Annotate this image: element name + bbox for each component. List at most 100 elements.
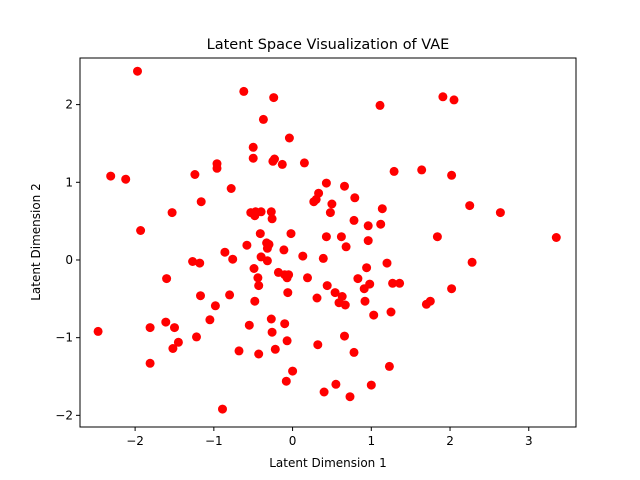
data-point (270, 154, 279, 164)
data-point (279, 245, 289, 255)
data-point (389, 166, 399, 176)
data-point (340, 331, 349, 341)
data-point (376, 219, 386, 229)
data-point (244, 320, 254, 330)
data-point (266, 314, 276, 324)
data-point (341, 242, 351, 252)
data-point (388, 278, 398, 288)
data-point (192, 332, 201, 342)
data-point (384, 361, 394, 371)
x-axis-label: Latent Dimension 1 (269, 456, 387, 470)
data-point (225, 290, 235, 300)
data-point (228, 254, 238, 264)
data-point (288, 366, 298, 376)
data-point (270, 344, 280, 354)
y-axis-ticks: −2 −1 0 1 2 (55, 98, 80, 422)
data-point (284, 133, 294, 143)
data-point (220, 247, 230, 257)
data-point (495, 208, 505, 218)
data-point (375, 100, 385, 110)
data-point (362, 263, 372, 273)
data-point (366, 380, 376, 390)
data-point (438, 92, 448, 102)
data-point (269, 93, 279, 103)
y-tick-label: −1 (55, 331, 73, 345)
x-tick-label: 2 (446, 434, 454, 448)
data-point (255, 229, 265, 239)
data-point (248, 153, 258, 163)
data-point (145, 358, 155, 368)
data-point (210, 301, 220, 311)
data-point (248, 142, 258, 152)
data-point (447, 284, 457, 294)
data-point (322, 281, 332, 291)
data-point (447, 170, 457, 180)
data-point (121, 174, 131, 184)
data-point (234, 346, 244, 356)
data-point (133, 66, 142, 76)
plot-frame (79, 57, 577, 428)
y-tick-label: 0 (65, 253, 73, 267)
data-point (281, 376, 291, 386)
data-point (336, 232, 346, 242)
data-point (330, 288, 340, 298)
data-point (106, 171, 116, 181)
x-tick-label: −1 (205, 434, 223, 448)
data-point (417, 165, 427, 175)
data-point (283, 288, 293, 298)
data-point (168, 344, 178, 353)
data-point (340, 181, 349, 191)
data-point (266, 207, 276, 217)
data-point (161, 317, 171, 327)
data-point (327, 199, 337, 209)
data-point (188, 257, 198, 266)
data-point (298, 251, 308, 261)
x-axis-ticks: −2 −1 0 1 2 3 (126, 427, 533, 448)
data-point (254, 281, 264, 291)
x-tick-label: 1 (367, 434, 375, 448)
data-point (262, 256, 272, 266)
data-point (337, 292, 347, 301)
data-point (313, 340, 323, 350)
data-point (93, 326, 103, 336)
data-point (382, 258, 392, 268)
data-point (173, 337, 183, 347)
data-point (277, 159, 287, 169)
data-point (190, 170, 200, 179)
data-point (226, 184, 236, 193)
data-point (162, 274, 172, 284)
data-point (318, 253, 328, 263)
data-point (212, 159, 222, 169)
y-tick-label: −2 (55, 408, 73, 422)
data-point (242, 240, 252, 250)
data-point (350, 193, 360, 203)
data-point (377, 204, 387, 214)
data-point (345, 392, 355, 402)
data-point (254, 349, 264, 359)
data-point (432, 232, 442, 242)
x-tick-label: 3 (525, 434, 533, 448)
data-point (250, 296, 260, 306)
data-point (365, 279, 375, 289)
data-point (196, 291, 205, 301)
data-point (312, 293, 322, 303)
data-point (205, 315, 215, 325)
data-point (340, 300, 350, 310)
data-point (280, 319, 290, 329)
data-point (258, 114, 268, 124)
data-point (195, 258, 205, 268)
data-point (363, 236, 373, 246)
y-tick-label: 1 (65, 175, 73, 189)
data-point (349, 215, 359, 225)
data-point (386, 307, 396, 317)
data-point (167, 208, 177, 218)
data-point (196, 197, 206, 207)
points-layer (93, 66, 561, 414)
chart-title: Latent Space Visualization of VAE (207, 37, 450, 53)
data-point (360, 296, 370, 306)
data-point (353, 274, 363, 284)
data-point (465, 201, 475, 211)
data-point (286, 229, 296, 239)
